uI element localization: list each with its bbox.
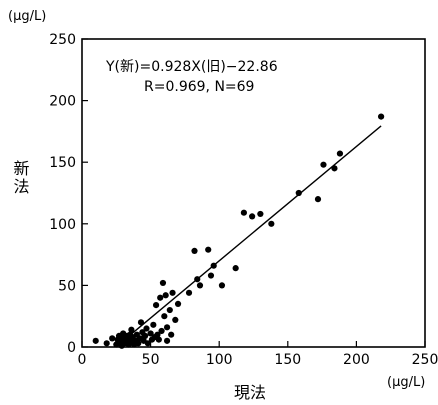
y-tick-label: 50 bbox=[58, 278, 76, 294]
data-point bbox=[128, 326, 135, 333]
data-point bbox=[139, 335, 146, 342]
data-point bbox=[196, 282, 204, 289]
y-tick-label: 250 bbox=[49, 32, 76, 48]
regression-line bbox=[115, 125, 382, 348]
data-point bbox=[205, 246, 212, 253]
x-tick-label: 50 bbox=[142, 352, 160, 368]
y-axis-unit: (μg/L) bbox=[8, 9, 46, 24]
data-point bbox=[147, 330, 154, 337]
y-axis-title: 新法 bbox=[11, 160, 30, 196]
equation-annotation: Y(新)=0.928X(旧)−22.86 bbox=[105, 59, 278, 75]
points-group bbox=[92, 113, 385, 349]
data-point bbox=[157, 294, 164, 301]
x-tick-label: 0 bbox=[78, 352, 87, 368]
data-point bbox=[207, 272, 215, 279]
x-tick-label: 250 bbox=[412, 352, 438, 368]
data-point bbox=[137, 319, 145, 326]
data-point bbox=[191, 247, 198, 255]
data-point bbox=[159, 279, 167, 287]
data-point bbox=[295, 189, 302, 197]
tick-group: 0 50 100 150 200 250 0 50 100 150 200 250 bbox=[49, 32, 438, 368]
data-point bbox=[154, 331, 161, 338]
y-tick-label: 0 bbox=[67, 340, 76, 356]
y-tick-label: 150 bbox=[49, 155, 76, 171]
x-axis-unit: (μg/L) bbox=[387, 375, 425, 390]
data-point bbox=[155, 336, 162, 343]
data-point bbox=[336, 150, 344, 157]
data-point bbox=[168, 331, 175, 338]
data-point bbox=[240, 209, 247, 216]
plot-frame bbox=[81, 38, 426, 348]
data-point bbox=[185, 289, 193, 296]
data-point bbox=[257, 210, 264, 218]
data-point bbox=[331, 165, 338, 172]
data-point bbox=[163, 337, 171, 344]
data-point bbox=[174, 300, 182, 307]
data-point bbox=[169, 289, 176, 296]
x-axis-title: 現法 bbox=[234, 383, 266, 402]
data-point bbox=[163, 324, 171, 331]
stats-annotation: R=0.969, N=69 bbox=[144, 79, 254, 95]
data-point bbox=[314, 196, 322, 203]
data-point bbox=[162, 292, 169, 299]
y-tick-label: 200 bbox=[49, 94, 76, 110]
data-point bbox=[143, 325, 150, 332]
data-point bbox=[377, 113, 385, 120]
x-tick-label: 200 bbox=[343, 352, 370, 368]
data-point bbox=[158, 327, 165, 335]
data-point bbox=[109, 335, 116, 342]
data-point bbox=[144, 340, 151, 347]
data-point bbox=[103, 340, 110, 347]
data-point bbox=[194, 276, 201, 283]
data-point bbox=[166, 306, 173, 314]
data-point bbox=[92, 337, 99, 344]
data-point bbox=[150, 321, 157, 328]
data-point bbox=[161, 313, 168, 320]
data-point bbox=[320, 161, 327, 168]
data-point bbox=[152, 302, 160, 309]
data-point bbox=[249, 213, 256, 220]
x-tick-label: 100 bbox=[206, 352, 233, 368]
data-point bbox=[218, 282, 226, 289]
data-point bbox=[268, 220, 275, 227]
y-tick-label: 100 bbox=[49, 217, 76, 233]
data-point bbox=[172, 316, 179, 323]
x-tick-label: 150 bbox=[274, 352, 301, 368]
data-point bbox=[232, 265, 239, 272]
data-point bbox=[210, 262, 217, 269]
data-point bbox=[135, 340, 142, 347]
